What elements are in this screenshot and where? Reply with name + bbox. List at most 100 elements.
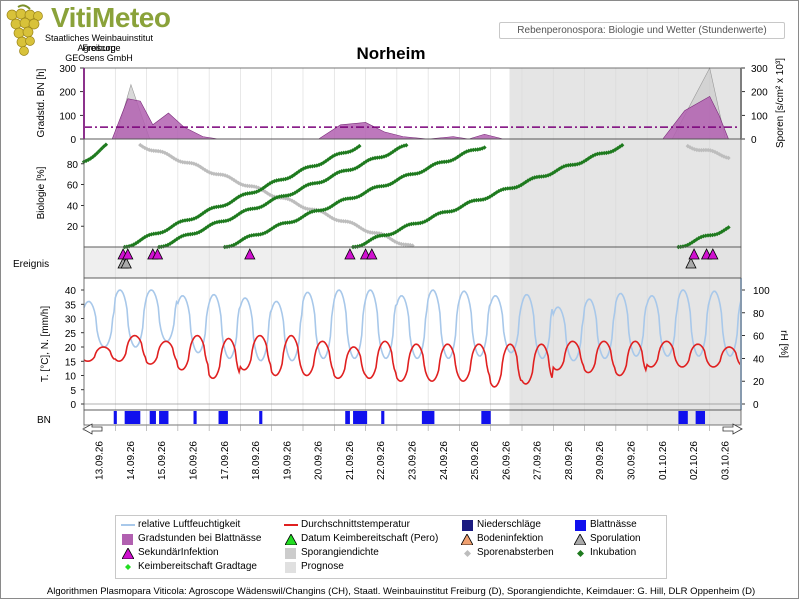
sporen-tick-label: 100 — [751, 111, 768, 122]
inkubation-series-point — [205, 208, 210, 213]
sporenabsterben-series-point — [394, 240, 400, 245]
org-line-3: GEOsens GmbH — [65, 53, 133, 63]
inkubation-series-point — [294, 170, 299, 176]
gradstunden-axis-label: Gradstd. BN [h] — [36, 68, 47, 137]
blattnaesse-block — [193, 411, 197, 424]
date-tick-label: 16.09.26 — [189, 441, 200, 480]
inkubation-series — [156, 143, 409, 250]
date-tick-label: 14.09.26 — [126, 441, 137, 480]
inkubation-series-point — [188, 232, 193, 237]
inkubation-series-point — [261, 185, 266, 191]
sporenabsterben-series-point — [708, 148, 713, 153]
sekundaerinfektion-marker — [707, 248, 719, 260]
inkubation-series-point — [552, 169, 558, 175]
inkubation-series-point — [212, 220, 217, 226]
inkubation-series-point — [272, 178, 277, 184]
inkubation-series-point — [240, 237, 245, 242]
sporen-axis-label: Sporen [s/cm² x 10³] — [775, 58, 786, 148]
inkubation-series-point — [510, 185, 515, 191]
inkubation-series-point — [345, 149, 351, 155]
inkubation-series-point — [221, 219, 226, 224]
gradstunden-area — [111, 95, 729, 140]
temperatur-tick-label: 10 — [65, 372, 77, 383]
inkubation-series — [350, 143, 625, 250]
inkubation-series-point — [726, 225, 731, 230]
inkubation-series-point — [439, 159, 445, 165]
inkubation-series — [122, 143, 362, 250]
legend-item-bodeninfektion: Bodeninfektion — [477, 533, 544, 544]
biologie-axis-label: Biologie [%] — [36, 166, 47, 219]
rh-tick-label: 20 — [753, 377, 765, 388]
inkubation-series-point — [217, 219, 222, 224]
temperatur-tick-label: 0 — [70, 400, 76, 411]
sporenabsterben-series-point — [196, 163, 201, 168]
inkubation-series-point — [438, 210, 443, 215]
inkubation-series-point — [231, 242, 236, 248]
biologie-tick-label: 60 — [67, 181, 79, 192]
temperatur-series — [83, 334, 742, 388]
inkubation-series-point — [550, 171, 555, 176]
sporenabsterben-diamond-icon — [464, 550, 471, 557]
sporenabsterben-series-point — [222, 173, 228, 178]
inkubation-series-point — [99, 146, 104, 151]
legend-item-keimbereitschaft: Datum Keimbereitschaft (Pero) — [301, 533, 439, 544]
inkubation-series-point — [581, 159, 587, 164]
inkubation-series-point — [417, 170, 422, 176]
rh-tick-label: 0 — [753, 400, 759, 411]
blattnaesse-block — [345, 411, 350, 424]
sporenabsterben-series-point — [356, 224, 362, 230]
sporenabsterben-series-point — [173, 157, 179, 162]
inkubation-series-point — [480, 146, 485, 151]
temperatur-tick-label: 40 — [65, 286, 77, 297]
blattnaesse-block — [678, 411, 688, 424]
inkubation-series-point — [482, 145, 487, 150]
blattnaesse-block — [695, 411, 706, 424]
legend-item-sekundaerinfektion: SekundärInfektion — [138, 547, 219, 558]
date-tick-label: 29.09.26 — [595, 441, 606, 480]
inkubation-series-point — [496, 188, 501, 194]
biologie-tick-label: 20 — [67, 222, 79, 233]
inkubation-series-point — [487, 194, 493, 200]
sporulation-marker — [120, 257, 132, 269]
inkubation-series-point — [610, 148, 616, 154]
blattnaesse-block — [481, 411, 491, 424]
inkubation-series-point — [308, 181, 313, 187]
inkubation-series-point — [498, 187, 504, 193]
org-line-2: Agroscope — [77, 43, 121, 53]
gradstunden-tick-label: 300 — [59, 64, 76, 75]
inkubation-series-point — [140, 236, 145, 241]
rh-tick-label: 100 — [753, 286, 770, 297]
sporen-tick-label: 0 — [751, 135, 757, 146]
date-tick-label: 28.09.26 — [564, 441, 575, 480]
inkubation-series-point — [352, 195, 357, 200]
inkubation-series-point — [294, 189, 300, 194]
sporenabsterben-series-point — [701, 147, 706, 153]
rh-tick-label: 80 — [753, 309, 765, 320]
scroll-left-arrow-icon — [82, 423, 103, 435]
keimbereitschaft-triangle-icon — [285, 534, 297, 545]
blattnaesse-block — [159, 411, 169, 424]
inkubation-series-point — [568, 162, 573, 168]
sporenabsterben-series-point — [687, 145, 693, 150]
gradstunden-tick-label: 0 — [70, 135, 76, 146]
sporenabsterben-series-point — [345, 219, 351, 224]
inkubation-series-point — [467, 199, 472, 205]
sporenabsterben-series-point — [180, 159, 185, 165]
sporenabsterben-series-point — [305, 206, 310, 212]
inkubation-series-point — [144, 233, 150, 239]
inkubation-series-point — [341, 150, 346, 156]
inkubation-series-point — [532, 175, 537, 180]
inkubation-series-point — [310, 181, 315, 186]
blattnaesse-legend-square — [575, 520, 586, 531]
inkubation-diamond-icon — [577, 550, 584, 557]
inkubation-series-point — [257, 205, 262, 210]
inkubation-series-point — [519, 182, 524, 188]
sporenabsterben-series — [685, 143, 731, 161]
legend-item-prognose: Prognose — [301, 561, 344, 572]
sporenabsterben-series-point — [151, 148, 156, 153]
sporenabsterben-series-point — [169, 154, 174, 159]
inkubation-series-point — [563, 163, 569, 168]
inkubation-series-point — [339, 150, 344, 156]
inkubation-series-point — [220, 203, 226, 209]
blattnaesse-block — [124, 411, 141, 424]
